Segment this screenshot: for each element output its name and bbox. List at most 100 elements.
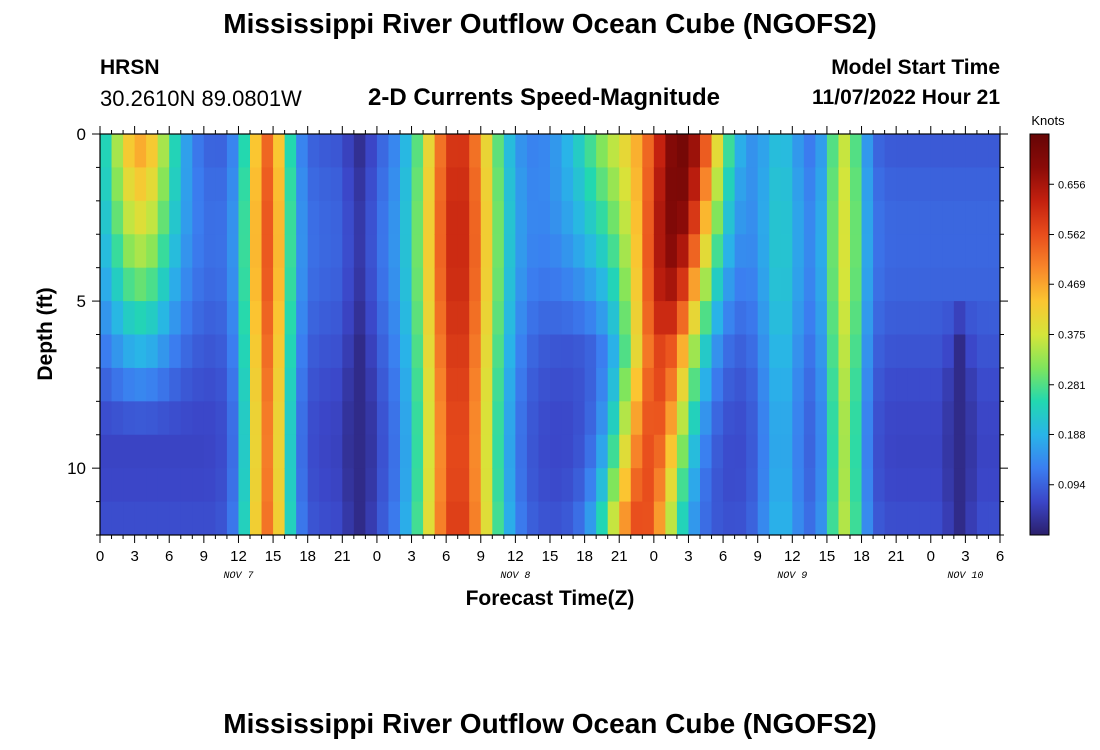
heatmap-cell (803, 200, 816, 235)
date-label: NOV 9 (777, 571, 807, 582)
heatmap-cell (550, 267, 563, 302)
heatmap-cell (330, 434, 343, 469)
heatmap-cell (134, 134, 147, 169)
heatmap-cell (873, 267, 886, 302)
heatmap-cell (100, 434, 113, 469)
heatmap-cell (780, 501, 793, 535)
heatmap-cell (446, 501, 459, 535)
heatmap-cell (100, 367, 113, 402)
heatmap-cell (261, 234, 274, 269)
heatmap-cell (896, 468, 909, 503)
heatmap-cell (134, 267, 147, 302)
heatmap-cell (653, 367, 666, 402)
heatmap-cell (411, 167, 424, 202)
heatmap-cell (803, 167, 816, 202)
heatmap-cell (157, 200, 170, 235)
heatmap-cell (365, 434, 378, 469)
heatmap-cell (815, 167, 828, 202)
heatmap-cell (376, 434, 390, 469)
heatmap-cell (434, 134, 447, 169)
heatmap-cell (446, 334, 459, 369)
heatmap-cell (642, 401, 655, 436)
heatmap-cell (642, 301, 655, 336)
heatmap-cell (365, 334, 378, 369)
heatmap-cell (642, 468, 655, 503)
heatmap-cell (665, 434, 678, 469)
heatmap-cell (146, 134, 159, 169)
heatmap-cell (688, 401, 701, 436)
heatmap-cell (180, 167, 193, 202)
heatmap-cell (953, 334, 966, 369)
heatmap-cell (896, 267, 909, 302)
heatmap-cell (526, 501, 540, 535)
heatmap-cell (215, 234, 228, 269)
heatmap-cell (884, 468, 897, 503)
heatmap-cell (826, 200, 840, 235)
heatmap-cell (192, 167, 205, 202)
heatmap-cell (619, 501, 632, 535)
heatmap-cell (619, 234, 632, 269)
heatmap-cell (400, 367, 413, 402)
heatmap-cell (388, 234, 401, 269)
heatmap-cell (123, 367, 136, 402)
heatmap-cell (100, 334, 113, 369)
heatmap-cell (250, 134, 263, 169)
heatmap-cell (376, 501, 390, 535)
heatmap-cell (942, 401, 955, 436)
heatmap-cell (423, 468, 436, 503)
heatmap-cell (123, 401, 136, 436)
heatmap-cell (469, 401, 482, 436)
y-tick-label: 5 (77, 292, 86, 311)
heatmap-cell (988, 134, 1000, 169)
heatmap-cell (503, 167, 516, 202)
heatmap-cell (469, 501, 482, 535)
heatmap-cell (757, 501, 770, 535)
heatmap-cell (596, 267, 609, 302)
heatmap-cell (457, 434, 470, 469)
heatmap-cell (619, 367, 632, 402)
heatmap-cell (342, 200, 355, 235)
heatmap-cell (538, 301, 551, 336)
heatmap-cell (792, 234, 805, 269)
heatmap-cell (907, 468, 920, 503)
heatmap-cell (942, 267, 955, 302)
heatmap-cell (100, 134, 113, 169)
heatmap-cell (976, 434, 990, 469)
heatmap-cell (169, 367, 182, 402)
heatmap-cell (953, 401, 966, 436)
heatmap-cell (169, 234, 182, 269)
heatmap-cell (376, 301, 390, 336)
heatmap-cell (630, 434, 643, 469)
heatmap-cell (146, 468, 159, 503)
heatmap-cell (192, 401, 205, 436)
heatmap-cell (469, 367, 482, 402)
heatmap-cell (284, 501, 297, 535)
heatmap-cell (296, 468, 309, 503)
heatmap-cell (769, 434, 782, 469)
heatmap-cell (550, 367, 563, 402)
heatmap-cell (307, 501, 320, 535)
heatmap-cell (180, 501, 193, 535)
heatmap-cell (434, 501, 447, 535)
heatmap-cell (792, 334, 805, 369)
heatmap-cell (538, 434, 551, 469)
heatmap-cell (123, 468, 136, 503)
heatmap-cell (850, 301, 863, 336)
heatmap-cell (826, 367, 840, 402)
heatmap-cell (653, 167, 666, 202)
heatmap-cell (330, 134, 343, 169)
heatmap-cell (250, 234, 263, 269)
heatmap-cell (815, 501, 828, 535)
heatmap-cell (134, 434, 147, 469)
heatmap-cell (226, 334, 240, 369)
heatmap-cell (515, 301, 528, 336)
heatmap-cell (550, 234, 563, 269)
heatmap-cell (238, 401, 251, 436)
heatmap-cell (676, 267, 690, 302)
heatmap-cell (746, 367, 759, 402)
heatmap-cell (226, 267, 240, 302)
heatmap-cell (907, 334, 920, 369)
heatmap-cell (896, 401, 909, 436)
heatmap-cell (573, 468, 586, 503)
heatmap-cell (353, 200, 366, 235)
